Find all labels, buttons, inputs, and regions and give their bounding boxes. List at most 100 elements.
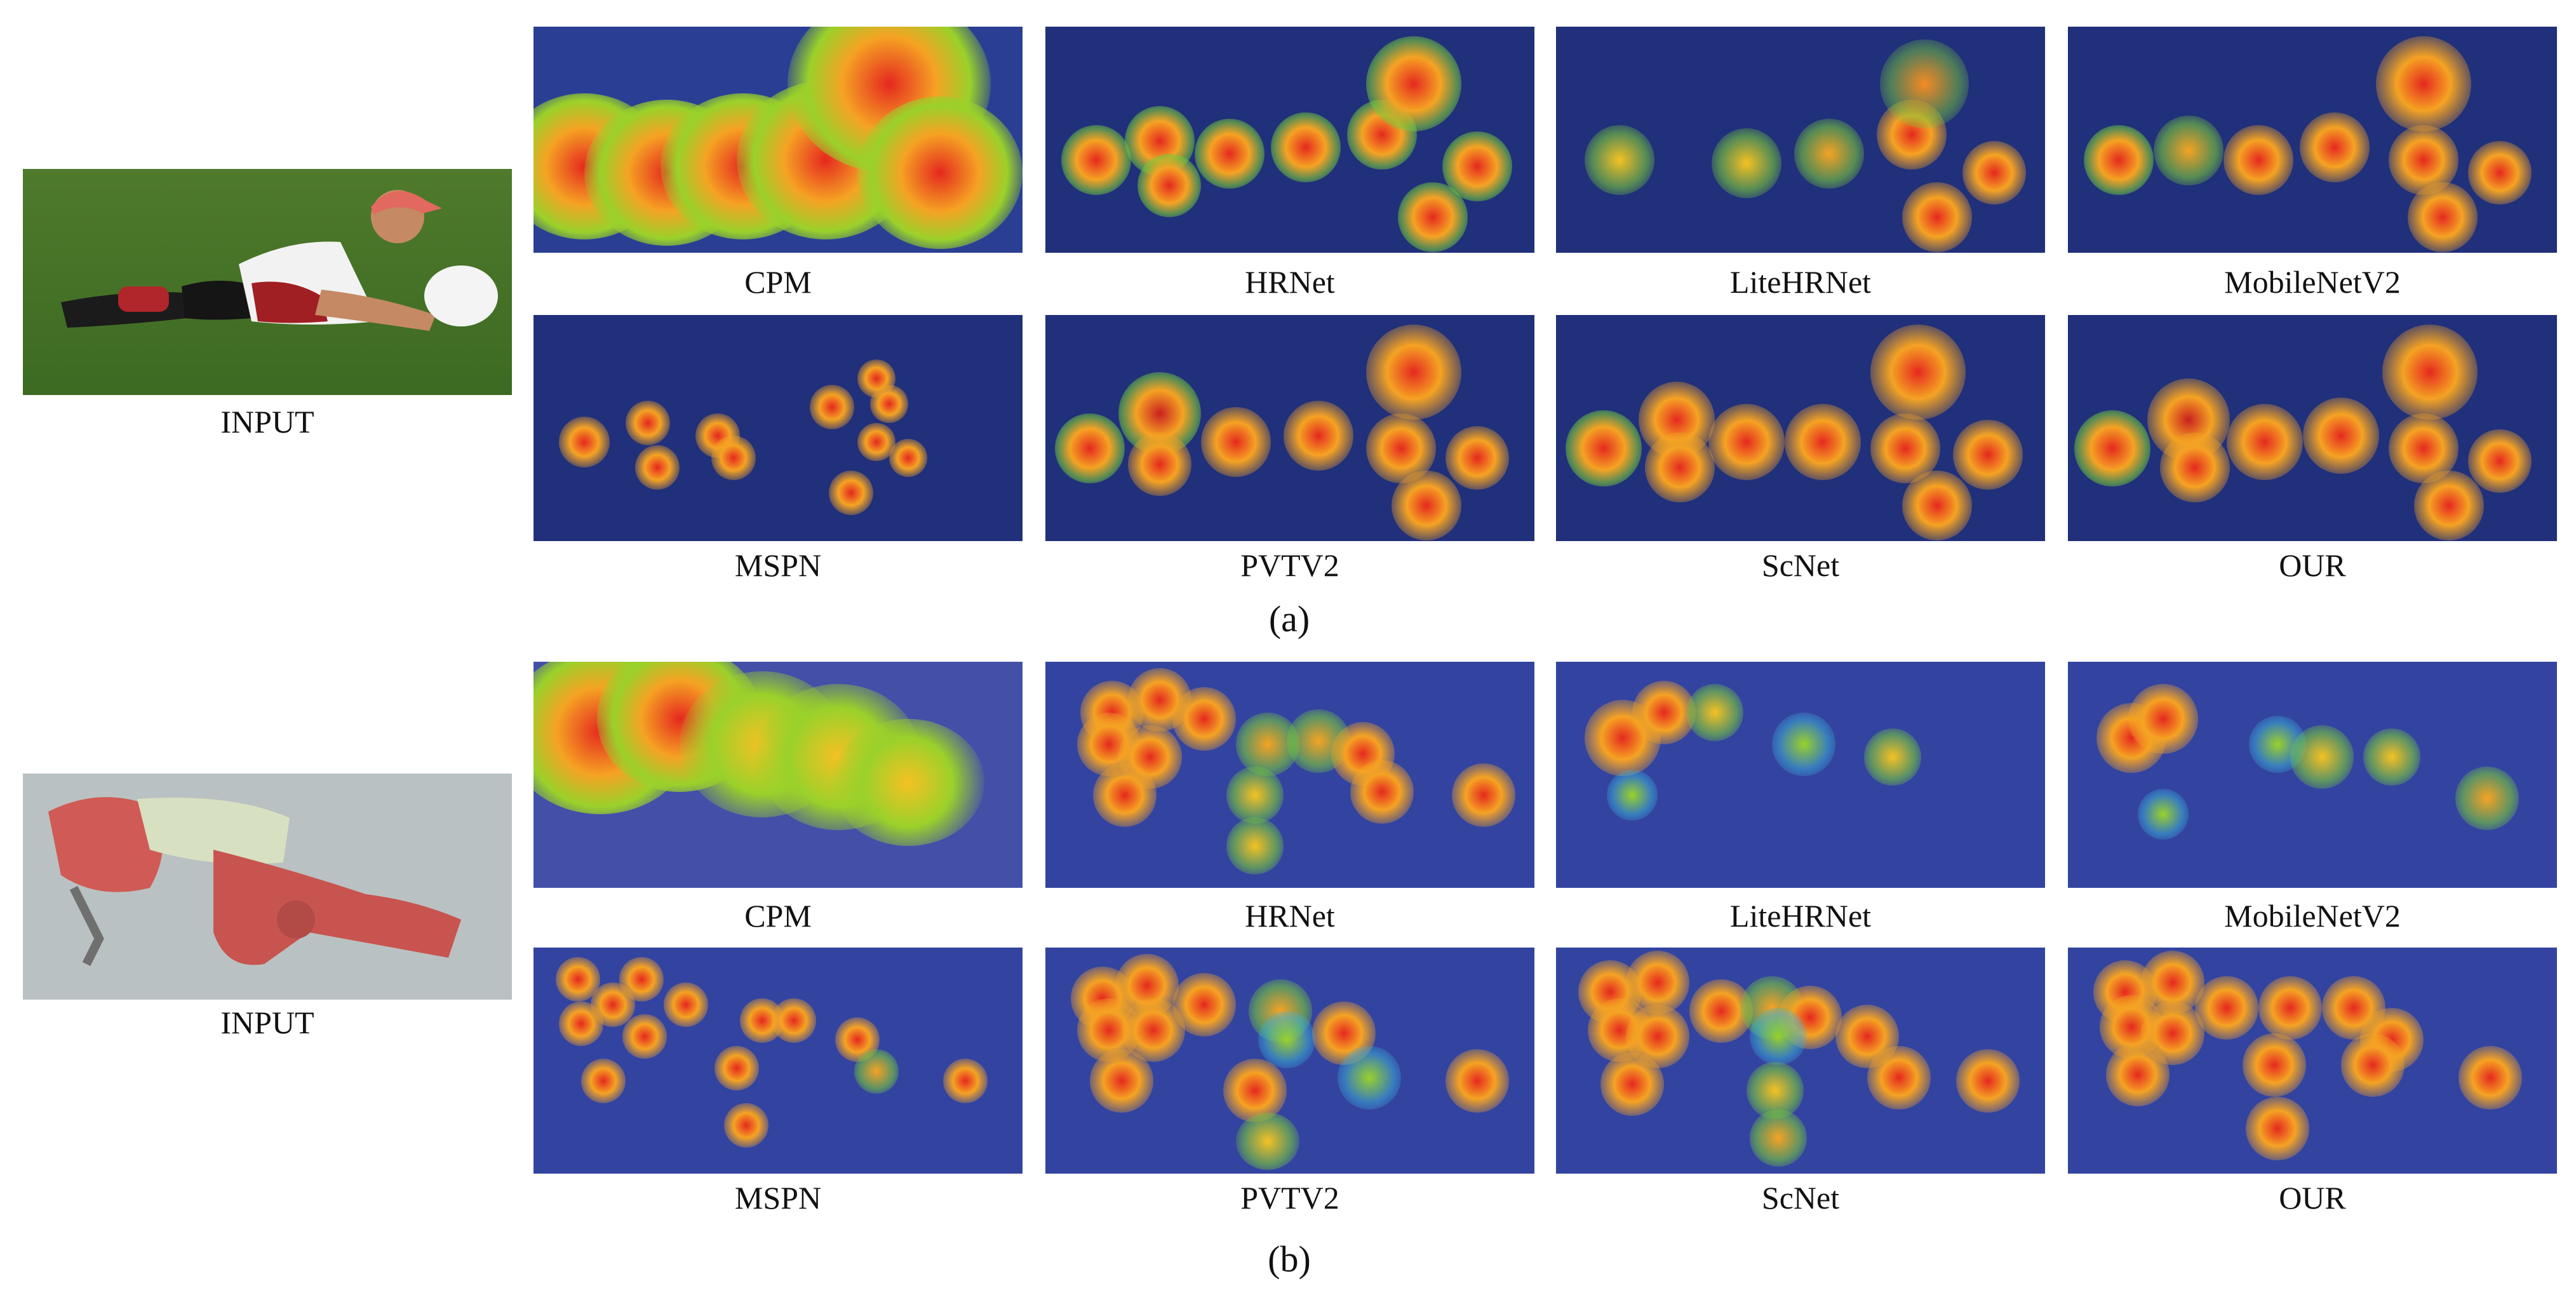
- method-label: ScNet: [1761, 547, 1840, 583]
- heat-blob: [1870, 325, 1966, 420]
- heat-blob: [1785, 404, 1861, 480]
- heat-blob: [1585, 125, 1654, 195]
- heat-blob: [1055, 413, 1125, 483]
- heat-blob: [664, 982, 708, 1027]
- heat-blob: [2154, 116, 2224, 185]
- heatmap-panel-b-pvtv2: [1045, 948, 1534, 1174]
- heat-blob: [810, 385, 854, 429]
- heat-blob: [772, 998, 816, 1043]
- method-label: OUR: [2279, 547, 2346, 583]
- heat-blob: [1446, 1049, 1509, 1113]
- heat-blob: [1956, 1049, 2020, 1113]
- heatmap-panel-b-our: [2068, 948, 2557, 1174]
- heat-blob: [2074, 410, 2150, 486]
- heat-blob: [2363, 728, 2420, 786]
- heatmap-panel-a-our: [2068, 315, 2557, 541]
- heat-blob: [2243, 1033, 2306, 1097]
- heat-blob: [2227, 404, 2303, 480]
- heatmap-panel-a-hrnet: [1045, 27, 1534, 253]
- heatmap-panel-a-pvtv2: [1045, 315, 1534, 541]
- heat-blob: [2084, 125, 2154, 195]
- heat-blob: [854, 1049, 899, 1094]
- method-label: LiteHRNet: [1729, 264, 1872, 300]
- heat-blob: [1172, 973, 1236, 1036]
- heat-blob: [2414, 471, 2484, 540]
- heat-blob: [2300, 112, 2370, 182]
- heatmap-panel-a-scnet: [1556, 315, 2045, 541]
- heat-blob: [1258, 1011, 1315, 1068]
- heat-blob: [1201, 407, 1271, 477]
- heat-blob: [1794, 119, 1864, 189]
- heat-blob: [2246, 1097, 2309, 1160]
- heatmap-panel-a-litehrnet: [1556, 27, 2045, 253]
- heat-blob: [559, 1002, 603, 1046]
- heat-blob: [1338, 1046, 1401, 1109]
- input-label-b: INPUT: [220, 1005, 314, 1040]
- heat-blob: [1566, 410, 1642, 486]
- heat-blob: [1600, 1052, 1664, 1116]
- method-label: MobileNetV2: [2224, 264, 2401, 300]
- heat-blob: [870, 385, 908, 423]
- heat-blob: [2195, 976, 2258, 1040]
- heat-blob: [1902, 471, 1972, 540]
- heat-blob: [2455, 767, 2519, 830]
- foggy-person-photo: [23, 774, 512, 1000]
- heatmap-panel-b-mobilenetv2: [2068, 662, 2557, 888]
- heat-blob: [559, 417, 610, 467]
- heat-blob: [1867, 1046, 1931, 1109]
- heat-blob: [1172, 687, 1236, 751]
- heat-blob: [1880, 39, 1969, 128]
- heat-blob: [2468, 141, 2532, 204]
- method-label: HRNet: [1245, 898, 1335, 934]
- heat-blob: [1195, 119, 1265, 189]
- heat-blob: [1236, 1113, 1299, 1170]
- heatmap-panel-a-cpm: [533, 27, 1023, 253]
- heat-blob: [1864, 728, 1921, 786]
- heat-blob: [1442, 131, 1512, 201]
- heat-blob: [889, 439, 927, 477]
- heat-blob: [2459, 1046, 2522, 1109]
- heat-blob: [1223, 1059, 1287, 1122]
- heatmap-panel-b-hrnet: [1045, 662, 1534, 888]
- heat-blob: [1686, 684, 1743, 741]
- heatmap-panel-b-scnet: [1556, 948, 2045, 1174]
- heat-blob: [1750, 1008, 1807, 1065]
- heat-blob: [1061, 125, 1131, 195]
- caption-b: (b): [1268, 1238, 1311, 1280]
- heat-blob: [857, 97, 1023, 249]
- heat-blob: [1902, 182, 1972, 252]
- heat-blob: [711, 436, 756, 480]
- heat-blob: [2468, 429, 2532, 493]
- method-label: MSPN: [734, 547, 822, 583]
- heat-blob: [619, 957, 664, 1002]
- caption-a: (a): [1268, 598, 1310, 640]
- heat-blob: [2341, 1033, 2405, 1097]
- heat-blob: [1446, 426, 1509, 490]
- method-label: CPM: [744, 898, 812, 934]
- heat-blob: [832, 719, 984, 846]
- heat-blob: [1284, 401, 1353, 471]
- heat-blob: [1226, 767, 1284, 824]
- heat-blob: [1452, 763, 1515, 827]
- method-label: PVTV2: [1240, 547, 1339, 583]
- heat-blob: [1366, 325, 1461, 420]
- heat-blob: [829, 471, 873, 515]
- heatmap-panel-a-mobilenetv2: [2068, 27, 2557, 253]
- heat-blob: [714, 1046, 759, 1090]
- heat-blob: [1750, 1109, 1807, 1167]
- heat-blob: [1350, 760, 1414, 824]
- heat-blob: [1137, 154, 1201, 217]
- heat-blob: [1708, 404, 1785, 480]
- heat-blob: [1090, 1049, 1153, 1113]
- heat-blob: [581, 1059, 626, 1103]
- heat-blob: [2303, 398, 2379, 474]
- heatmap-panel-b-mspn: [533, 948, 1023, 1174]
- heat-blob: [635, 445, 680, 490]
- heat-blob: [2376, 36, 2471, 131]
- input-label-a: INPUT: [220, 404, 314, 439]
- heat-blob: [2258, 976, 2322, 1040]
- heat-blob: [2160, 432, 2230, 502]
- heat-blob: [2106, 1043, 2170, 1106]
- heat-blob: [1226, 817, 1284, 875]
- heat-blob: [2290, 725, 2354, 789]
